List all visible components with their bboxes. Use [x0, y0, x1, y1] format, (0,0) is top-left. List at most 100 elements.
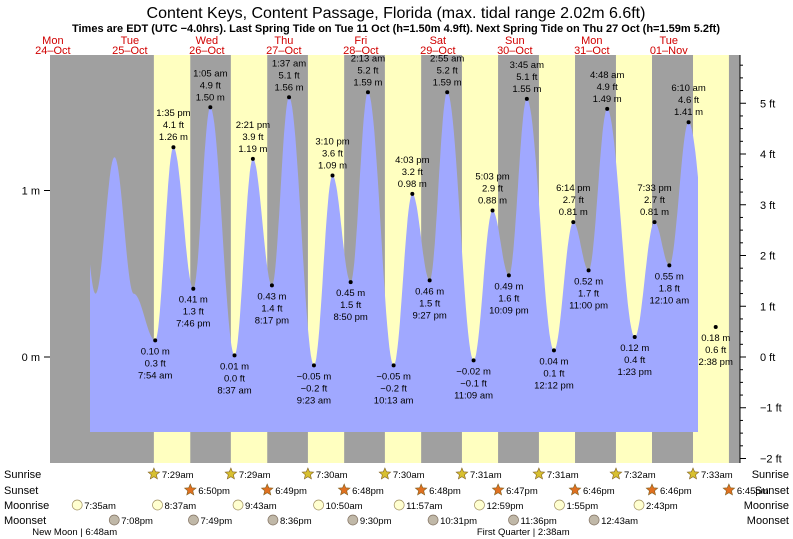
tide-time: 11:00 pm [569, 300, 608, 311]
day-name: Mon [581, 35, 602, 47]
day-name: Sat [430, 35, 447, 47]
tide-height-m: 1.49 m [593, 94, 622, 105]
sunset-icon [491, 483, 505, 496]
sunset-icon [260, 483, 274, 496]
tide-height-m: 0.10 m [141, 346, 170, 357]
tide-height-ft: 2.9 ft [482, 183, 503, 194]
moonrise-icon [393, 499, 405, 511]
tide-point [348, 280, 353, 285]
tide-time: 2:55 am [430, 53, 464, 64]
sunset-time: 6:47pm [506, 486, 538, 497]
tide-time: 12:12 pm [534, 380, 574, 391]
tide-point [471, 358, 476, 363]
sunrise-icon [455, 467, 469, 480]
tide-point [191, 286, 196, 291]
tide-point [551, 348, 556, 353]
sunrise-icon [224, 467, 238, 480]
moonset-icon [508, 514, 519, 526]
moonrise-icon [474, 499, 485, 511]
tide-height-ft: 1.6 ft [498, 293, 519, 304]
tide-point [427, 278, 432, 283]
tide-time: 1:37 am [272, 58, 306, 69]
moonrise-time: 11:57am [406, 501, 442, 512]
tide-point [391, 363, 396, 368]
sunset-time: 6:46pm [660, 486, 692, 497]
tide-height-ft: −0.1 ft [460, 378, 487, 389]
tide-height-ft: 2.7 ft [563, 195, 584, 206]
sunrise-icon [609, 467, 623, 480]
moonrise-icon [71, 499, 83, 511]
day-name: Mon [42, 35, 63, 47]
tide-point [269, 283, 274, 288]
tide-height-m: −0.05 m [376, 371, 411, 382]
tide-time: 5:03 pm [475, 171, 509, 182]
tide-time: 1:05 am [193, 68, 227, 79]
day-date: 27–Oct [266, 45, 301, 57]
tide-height-ft: 5.2 ft [437, 65, 458, 76]
tide-height-ft: 3.2 ft [402, 167, 423, 178]
tide-height-m: 1.09 m [318, 161, 347, 172]
tide-time: 8:50 pm [334, 312, 368, 323]
sunset-icon [414, 483, 428, 496]
tide-curve [90, 92, 698, 432]
moonset-icon [588, 514, 600, 526]
tide-point [153, 338, 158, 343]
tide-height-m: 1.19 m [238, 144, 267, 155]
tide-point [652, 220, 657, 225]
tide-time: 2:38 pm [699, 357, 733, 368]
tide-point [365, 90, 370, 95]
tide-point [506, 273, 511, 278]
tide-time: 7:46 pm [176, 319, 210, 330]
tide-height-m: 1.55 m [512, 84, 541, 95]
tide-time: 2:13 am [351, 53, 385, 64]
sunrise-time: 7:30am [393, 470, 425, 481]
tide-time: 11:09 am [454, 390, 493, 401]
day-date: 01–Nov [650, 45, 688, 57]
moonset-time: 7:49pm [200, 516, 232, 527]
right-axis-tick-label: 1 ft [760, 301, 775, 313]
tide-point [490, 208, 495, 213]
moonset-icon [427, 514, 439, 526]
row-label-left-sunset: Sunset [4, 485, 38, 497]
tide-height-m: 1.50 m [196, 92, 225, 103]
tide-time: 4:48 am [590, 70, 624, 81]
sunset-time: 6:48pm [352, 486, 384, 497]
moonrise-icon [152, 499, 163, 511]
row-label-left-moonset: Moonset [4, 515, 46, 527]
left-axis-tick-label: 1 m [22, 186, 40, 198]
day-date: 29–Oct [420, 45, 455, 57]
moonrise-icon [554, 499, 565, 511]
moon-phase-label: First Quarter | 2:38am [477, 527, 570, 538]
right-axis-tick-label: −2 ft [760, 453, 782, 465]
tide-time: 10:13 am [374, 395, 414, 406]
row-label-right-sunrise: Sunrise [752, 469, 789, 481]
day-date: 30–Oct [497, 45, 532, 57]
tide-point [605, 106, 610, 111]
tide-time: 10:09 pm [489, 305, 529, 316]
day-labels: Mon24–OctTue25–OctWed26–OctThu27–OctFri2… [35, 35, 688, 57]
tide-height-m: 0.18 m [701, 333, 730, 344]
tide-point [586, 268, 591, 273]
tide-point [571, 220, 576, 225]
tide-time: 9:27 pm [412, 310, 446, 321]
tide-height-ft: 1.4 ft [261, 303, 282, 314]
moonset-time: 8:36pm [280, 516, 312, 527]
moonrise-time: 12:59pm [486, 501, 523, 512]
tide-height-m: −0.05 m [297, 371, 332, 382]
moonrise-icon [313, 499, 324, 511]
tide-height-m: 0.88 m [478, 195, 507, 206]
moonset-icon [267, 514, 279, 526]
tide-height-ft: 5.2 ft [357, 65, 378, 76]
moonrise-time: 1:55pm [566, 501, 598, 512]
tide-height-m: 1.41 m [674, 107, 703, 118]
tide-height-m: 0.55 m [655, 271, 684, 282]
tide-time: 2:21 pm [236, 120, 270, 131]
tide-height-m: 1.26 m [159, 132, 188, 143]
moonset-icon [108, 514, 120, 526]
sunset-time: 6:50pm [198, 486, 230, 497]
tide-area [90, 92, 698, 432]
tide-height-ft: 4.6 ft [678, 95, 699, 106]
moonset-icon [347, 514, 359, 526]
sunrise-time: 7:29am [239, 470, 271, 481]
